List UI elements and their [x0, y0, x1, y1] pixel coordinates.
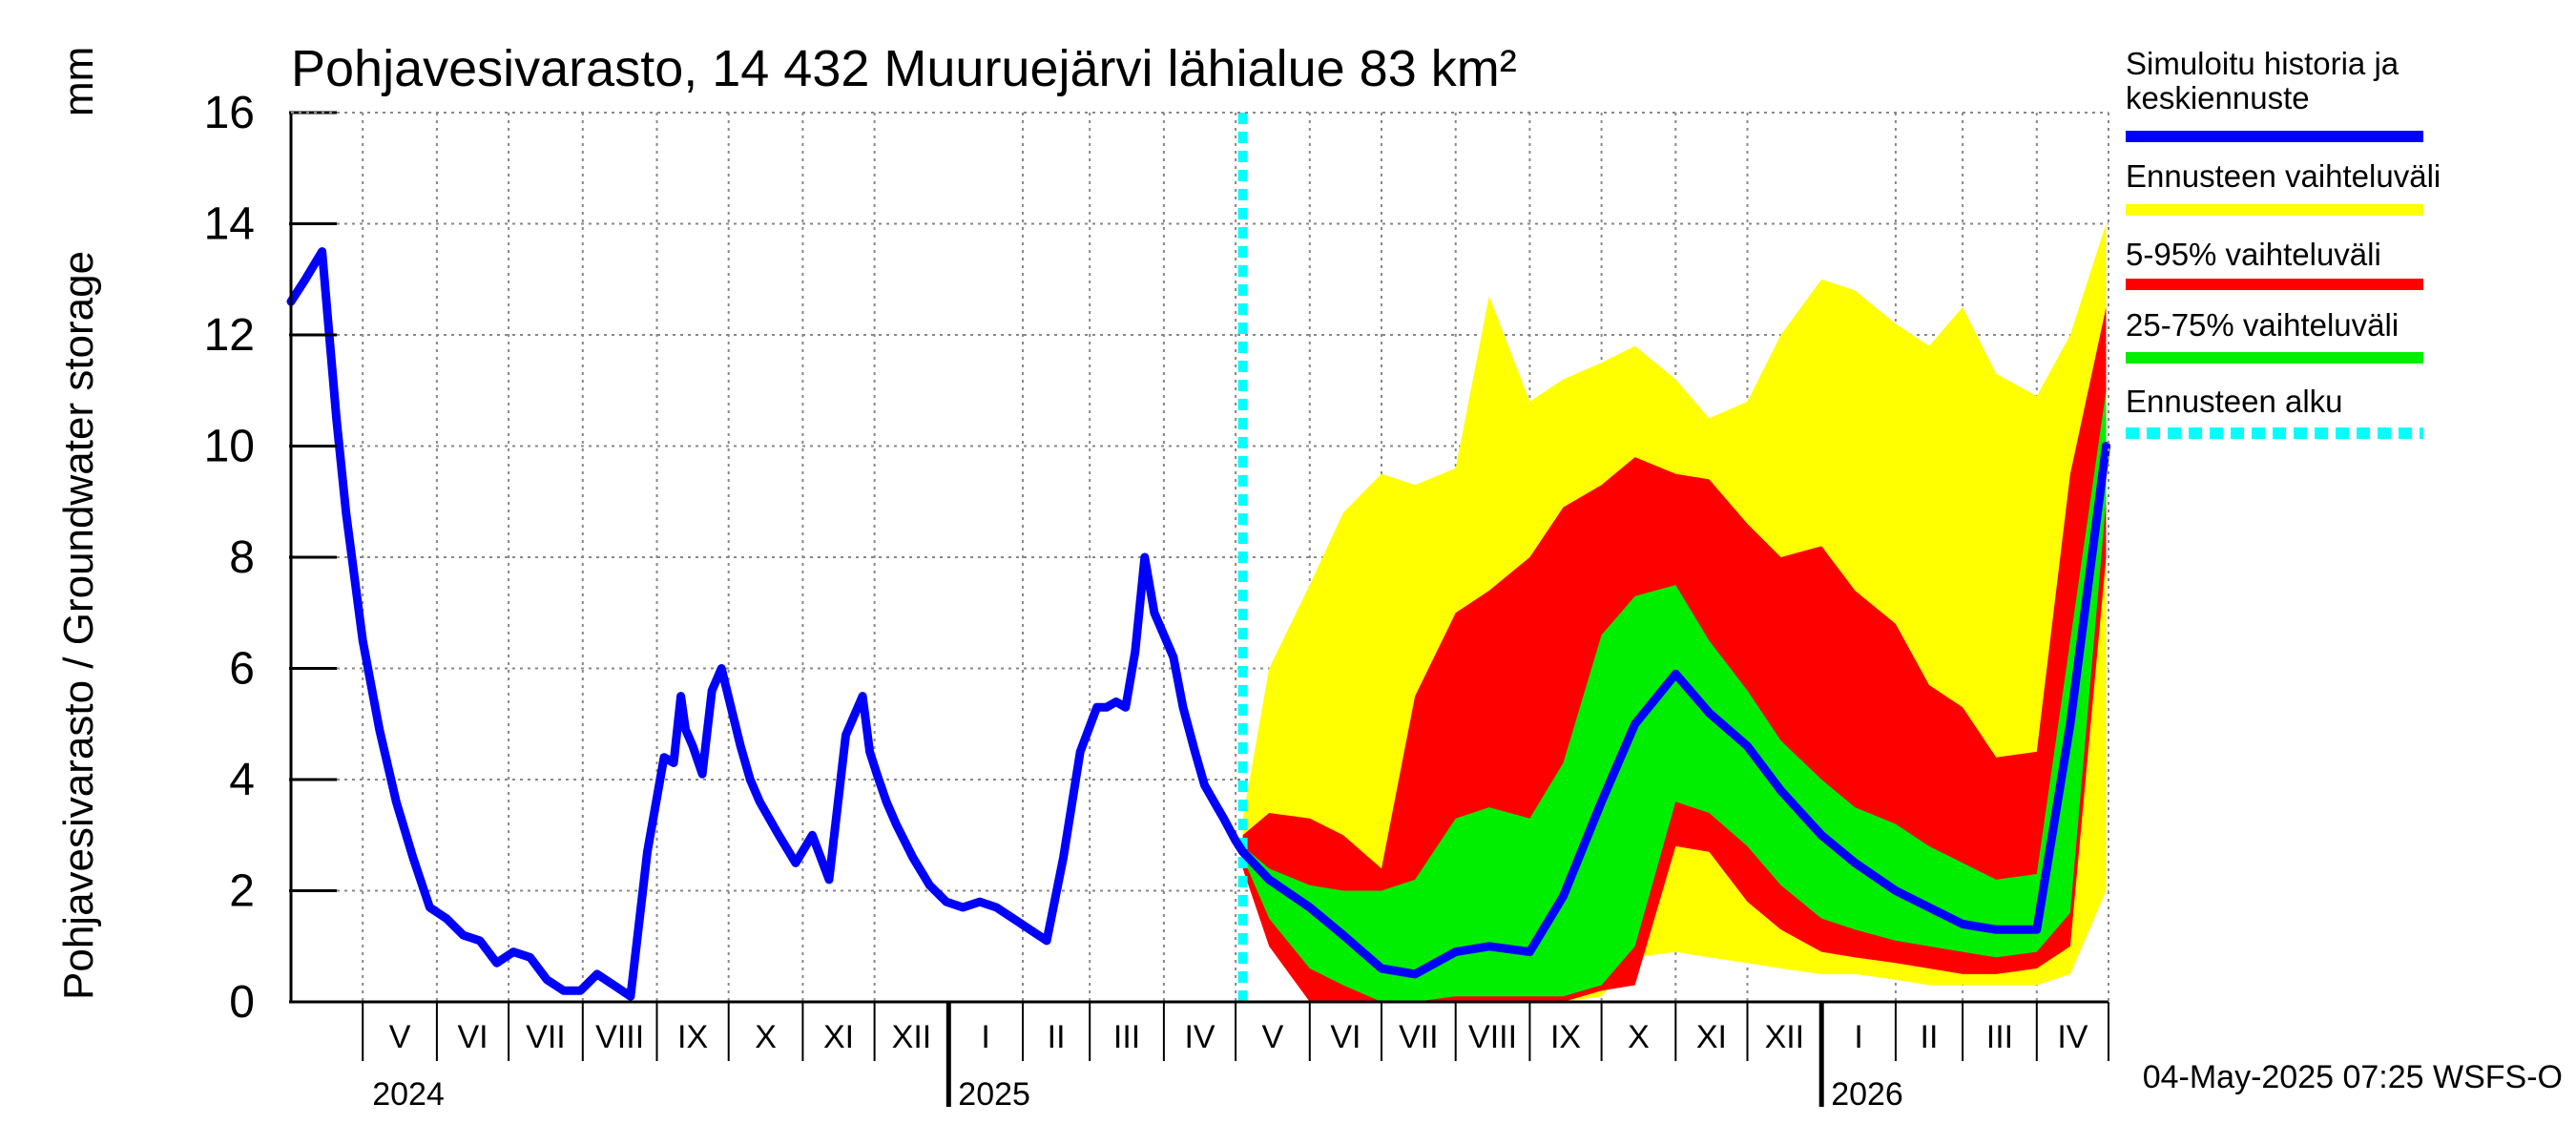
- y-axis-label: Pohjavesivarasto / Groundwater storage: [55, 251, 102, 1000]
- month-label: XII: [1765, 1019, 1805, 1055]
- month-label: I: [981, 1019, 989, 1055]
- forecast-bands: [1242, 223, 2107, 1002]
- month-label: IV: [1184, 1019, 1215, 1055]
- y-tick-label: 16: [204, 88, 255, 138]
- month-label: VII: [526, 1019, 566, 1055]
- y-tick-label: 6: [229, 644, 255, 695]
- month-label: I: [1854, 1019, 1862, 1055]
- month-label: XII: [892, 1019, 932, 1055]
- chart-title: Pohjavesivarasto, 14 432 Muuruejärvi läh…: [291, 40, 1517, 97]
- legend-label: 25-75% vaihteluväli: [2126, 307, 2399, 343]
- month-label: II: [1921, 1019, 1939, 1055]
- legend-label: Simuloitu historia ja: [2126, 46, 2399, 81]
- series-lines: [286, 113, 2110, 1002]
- median-forecast-line: [1238, 442, 2110, 979]
- month-label: III: [1986, 1019, 2013, 1055]
- month-label: XI: [823, 1019, 854, 1055]
- month-label: XI: [1696, 1019, 1727, 1055]
- month-label: VII: [1399, 1019, 1439, 1055]
- month-label: II: [1048, 1019, 1066, 1055]
- month-label: IX: [1550, 1019, 1581, 1055]
- month-label: V: [1262, 1019, 1284, 1055]
- month-label: IX: [677, 1019, 708, 1055]
- y-tick-label: 2: [229, 866, 255, 917]
- month-label: VIII: [1468, 1019, 1517, 1055]
- axes: [289, 111, 2109, 1107]
- legend-label: Ennusteen vaihteluväli: [2126, 158, 2441, 194]
- month-label: IV: [2057, 1019, 2088, 1055]
- y-tick-label: 10: [204, 422, 255, 472]
- y-tick-label: 0: [229, 977, 255, 1028]
- month-label: X: [755, 1019, 777, 1055]
- year-label: 2025: [958, 1076, 1030, 1113]
- year-label: 2026: [1831, 1076, 1903, 1113]
- y-tick-label: 14: [204, 199, 255, 250]
- month-label: VI: [457, 1019, 488, 1055]
- history-line: [286, 247, 1248, 1001]
- timestamp: 04-May-2025 07:25 WSFS-O: [2143, 1059, 2563, 1095]
- legend-label: 5-95% vaihteluväli: [2126, 237, 2381, 272]
- y-axis-unit: mm: [55, 47, 102, 116]
- y-tick-label: 8: [229, 532, 255, 583]
- month-label: X: [1628, 1019, 1650, 1055]
- legend-label: Ennusteen alku: [2126, 384, 2343, 419]
- legend-label: keskiennuste: [2126, 80, 2310, 115]
- y-tick-label: 4: [229, 755, 255, 805]
- year-label: 2024: [372, 1076, 445, 1113]
- y-tick-label: 12: [204, 310, 255, 361]
- month-label: III: [1113, 1019, 1140, 1055]
- band-25-75-vaihteluv-li: [1242, 390, 2107, 1002]
- month-label: V: [389, 1019, 411, 1055]
- month-label: VI: [1330, 1019, 1361, 1055]
- month-label: VIII: [595, 1019, 644, 1055]
